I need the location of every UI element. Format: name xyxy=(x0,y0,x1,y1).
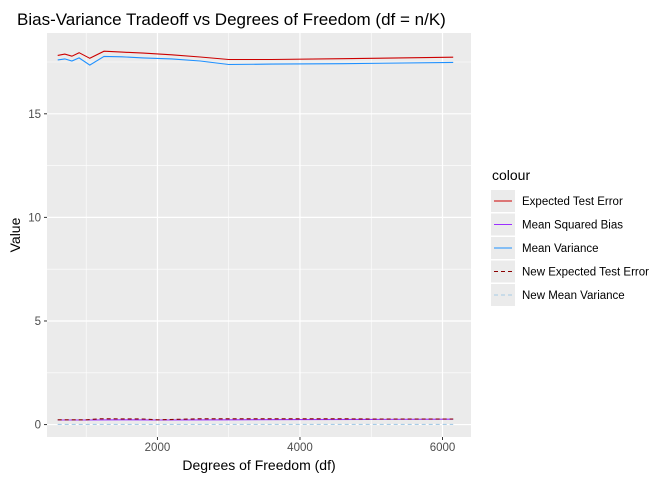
legend-label: Expected Test Error xyxy=(522,196,623,208)
y-tick-label: 15 xyxy=(28,109,41,121)
series-line xyxy=(57,55,454,66)
legend-title: colour xyxy=(492,167,530,183)
legend-label: Mean Variance xyxy=(522,243,599,255)
x-tick-label: 6000 xyxy=(430,442,456,454)
legend-label: New Expected Test Error xyxy=(522,267,649,279)
y-axis-ticks: 0 5 10 15 xyxy=(28,109,47,432)
plot-panel xyxy=(47,33,471,437)
y-tick-label: 10 xyxy=(28,212,41,224)
x-tick-label: 4000 xyxy=(287,442,313,454)
chart-title: Bias-Variance Tradeoff vs Degrees of Fre… xyxy=(17,10,446,29)
legend: colour Expected Test Error Mean Squared B… xyxy=(491,167,649,306)
x-tick-label: 2000 xyxy=(145,442,171,454)
y-tick-label: 5 xyxy=(35,316,41,328)
legend-label: Mean Squared Bias xyxy=(522,220,623,232)
series-layer xyxy=(57,50,454,425)
series-line xyxy=(57,418,454,421)
series-line xyxy=(57,50,454,61)
x-axis-label: Degrees of Freedom (df) xyxy=(182,457,335,473)
legend-label: New Mean Variance xyxy=(522,290,625,302)
x-axis-ticks: 2000 4000 6000 xyxy=(145,437,456,454)
y-axis-label: Value xyxy=(7,217,23,252)
y-tick-label: 0 xyxy=(35,420,41,432)
grid-minor xyxy=(47,33,471,437)
